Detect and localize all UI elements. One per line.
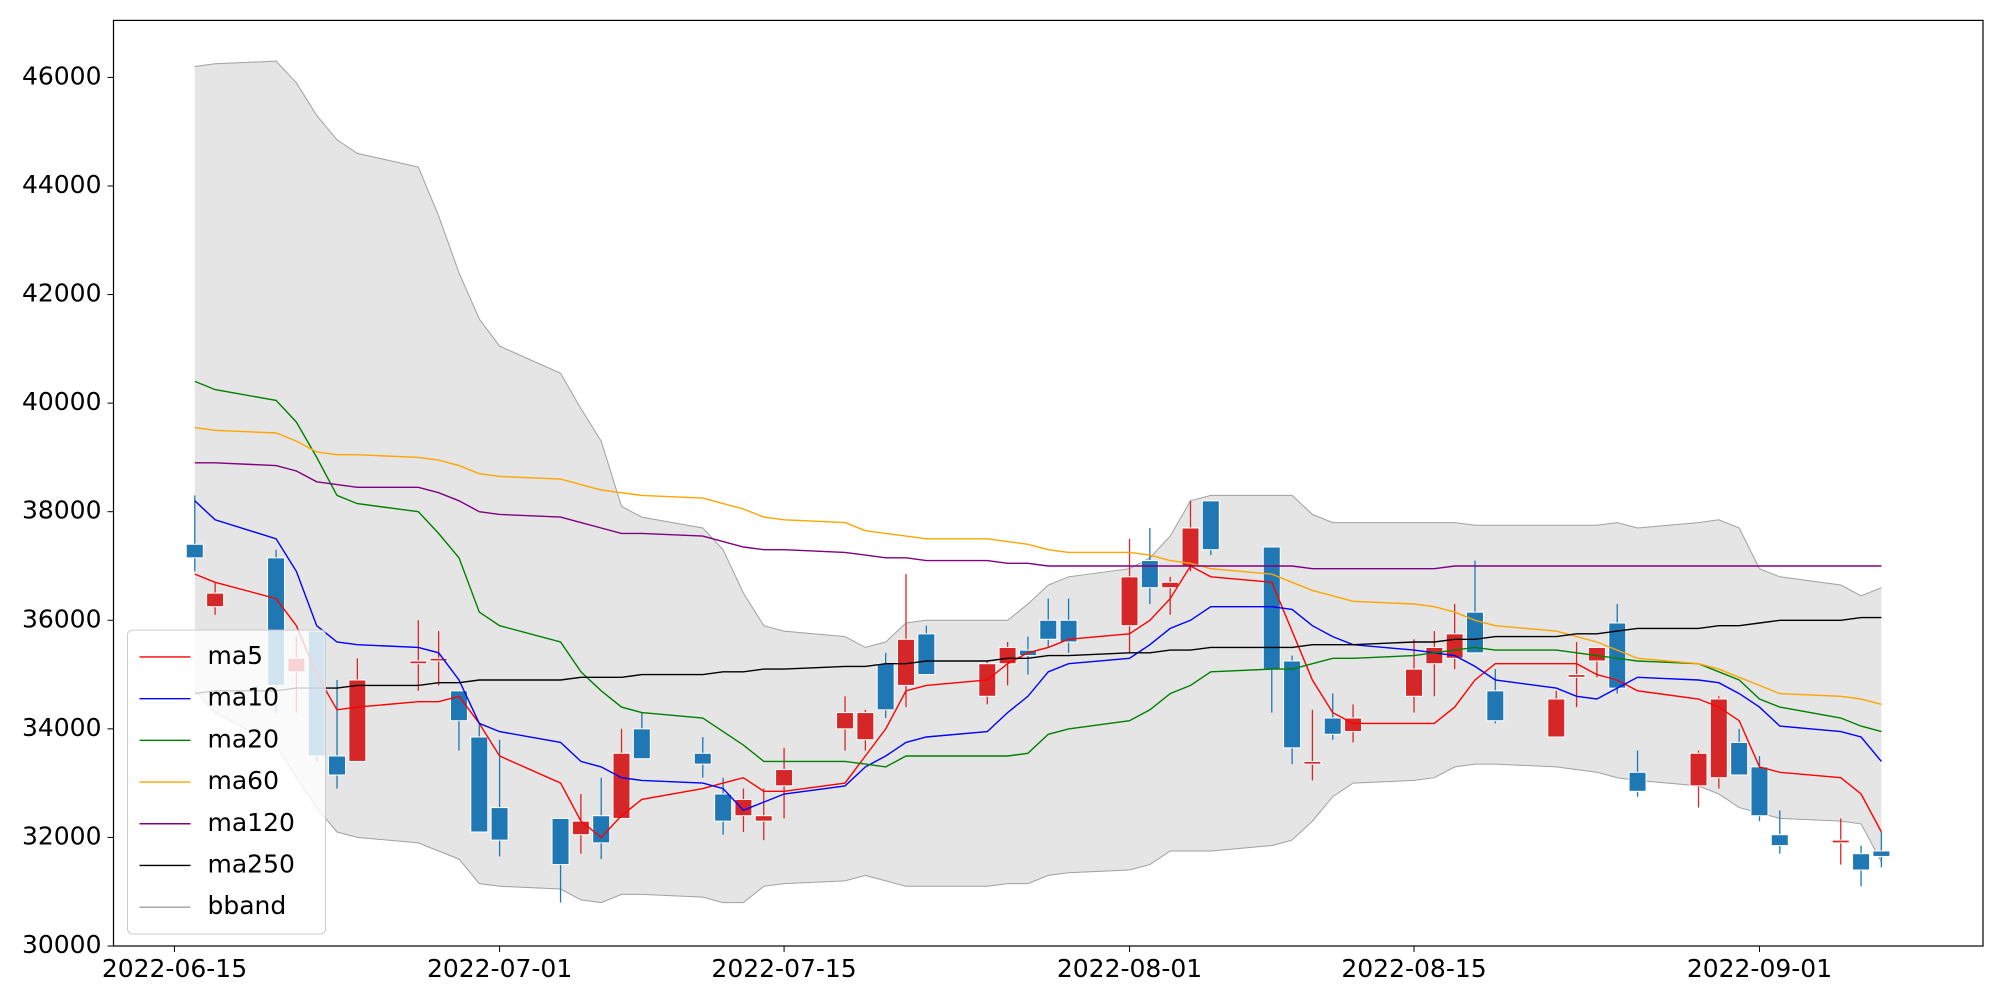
y-tick-label: 32000 <box>22 821 102 850</box>
candle-body <box>1689 752 1708 787</box>
x-tick-label: 2022-08-15 <box>1341 954 1486 983</box>
candle-body <box>1161 581 1180 589</box>
candle-body <box>1547 698 1566 738</box>
bband-upper <box>194 60 1882 648</box>
candle-body <box>714 793 733 822</box>
candle-body <box>1770 834 1789 847</box>
candle-body <box>1283 660 1302 749</box>
legend: ma5 ma10 ma20 ma60 ma120 ma250 bband <box>127 629 326 935</box>
candle-body <box>185 543 204 559</box>
candle-body <box>1486 690 1505 722</box>
candle-body <box>1201 500 1220 551</box>
candle-body <box>876 663 895 711</box>
candle-body <box>1750 766 1769 817</box>
x-tick-label: 2022-09-01 <box>1687 954 1832 983</box>
legend-label: ma120 <box>208 808 295 837</box>
candle-body <box>856 712 875 741</box>
candle-body <box>775 769 794 787</box>
legend-label: ma20 <box>208 724 279 753</box>
y-tick-label: 34000 <box>22 713 102 742</box>
y-tick-label: 30000 <box>22 930 102 959</box>
candle-body <box>551 817 570 866</box>
x-tick-label: 2022-08-01 <box>1057 954 1202 983</box>
legend-label: ma10 <box>208 683 279 712</box>
plot-frame <box>112 19 1984 947</box>
ma-line <box>194 565 1883 839</box>
candle-body <box>917 633 936 676</box>
ma-line <box>194 462 1882 570</box>
y-tick-label: 40000 <box>22 387 102 416</box>
ma-line <box>194 616 1882 695</box>
candle-body <box>836 712 855 730</box>
candle-body <box>1405 668 1424 697</box>
y-tick-label: 44000 <box>22 170 102 199</box>
candle-body <box>470 736 489 833</box>
candle-body <box>1628 771 1647 792</box>
candle-body <box>206 592 225 608</box>
candle-body <box>1465 611 1484 654</box>
legend-box <box>127 629 326 935</box>
candle-body <box>632 728 651 760</box>
candle-body <box>1059 619 1078 643</box>
ma-line <box>194 380 1882 768</box>
candle-body <box>429 657 448 662</box>
candle-body <box>754 815 773 822</box>
y-tick-label: 38000 <box>22 496 102 525</box>
candle-body <box>1872 850 1891 857</box>
candle-body <box>1831 839 1850 844</box>
legend-label: ma250 <box>208 849 295 878</box>
candle-body <box>1567 674 1586 678</box>
candle-body <box>1140 560 1159 589</box>
bband-lower <box>194 690 1882 904</box>
candle-body <box>1303 760 1322 765</box>
candle-body <box>1709 698 1728 779</box>
candle-body <box>490 807 509 841</box>
candle-body <box>612 752 631 819</box>
y-tick-label: 42000 <box>22 279 102 308</box>
x-tick-label: 2022-07-15 <box>711 954 856 983</box>
candle-body <box>449 690 468 722</box>
candle-body <box>571 820 590 836</box>
candle-body <box>1730 741 1749 776</box>
ma-line <box>194 500 1882 812</box>
legend-label: bband <box>208 891 287 920</box>
candle-body <box>1323 717 1342 735</box>
x-tick-label: 2022-06-15 <box>102 954 247 983</box>
candle-body <box>1425 646 1444 665</box>
candle-body <box>409 660 428 665</box>
legend-label: ma60 <box>208 766 279 795</box>
candle-body <box>1181 527 1200 567</box>
x-tick-label: 2022-07-01 <box>427 954 572 983</box>
candle-body <box>348 679 367 762</box>
candle-body <box>1120 576 1139 627</box>
candle-body <box>1039 619 1058 640</box>
legend-label: ma5 <box>208 641 264 670</box>
y-tick-label: 36000 <box>22 604 102 633</box>
candle-body <box>693 752 712 765</box>
y-tick-label: 46000 <box>22 61 102 90</box>
candle-body <box>592 815 611 844</box>
ma-line <box>194 426 1882 706</box>
bband-fill <box>194 61 1882 903</box>
candle-body <box>1852 853 1871 871</box>
candle-body <box>328 755 347 776</box>
